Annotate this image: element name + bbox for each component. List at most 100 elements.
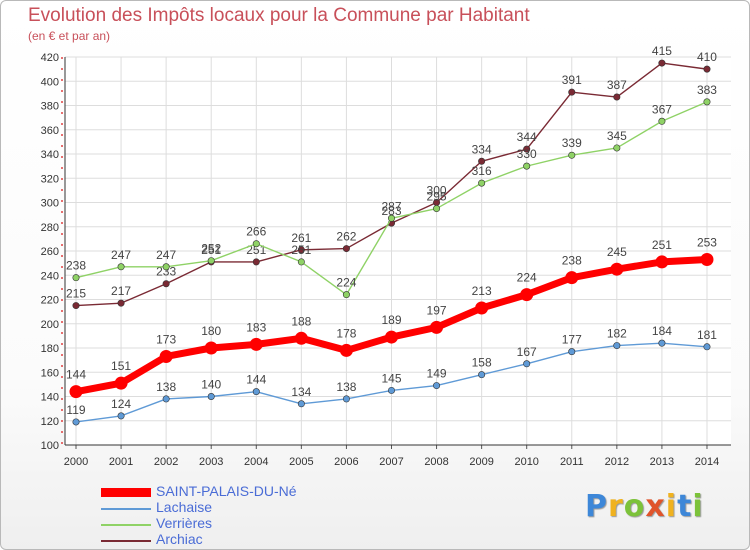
legend-swatch [101, 540, 151, 542]
y-tick-label: 160 [41, 367, 59, 379]
data-label: 334 [472, 142, 492, 156]
data-label: 251 [291, 243, 311, 257]
data-label: 300 [427, 184, 447, 198]
x-tick-label: 2000 [64, 456, 88, 468]
data-label: 245 [607, 245, 627, 259]
data-point [294, 331, 308, 345]
legend-swatch [101, 488, 151, 497]
data-label: 144 [246, 373, 266, 387]
y-tick-label: 260 [41, 246, 59, 258]
data-point [655, 255, 669, 269]
x-tick-label: 2006 [334, 456, 358, 468]
data-point [523, 360, 531, 368]
data-point [658, 339, 666, 347]
data-point [613, 144, 621, 152]
data-label: 367 [652, 102, 672, 116]
data-label: 151 [111, 359, 131, 373]
y-tick-label: 280 [41, 222, 59, 234]
x-tick-label: 2013 [650, 456, 674, 468]
x-tick-label: 2004 [244, 456, 268, 468]
data-point [475, 301, 489, 315]
data-label: 238 [66, 259, 86, 273]
data-point [610, 262, 624, 276]
data-point [72, 302, 80, 310]
y-tick-label: 180 [41, 343, 59, 355]
data-label: 238 [562, 254, 582, 268]
data-point [204, 341, 218, 355]
data-label: 383 [697, 83, 717, 97]
logo-letter: x [645, 489, 666, 524]
data-point [565, 271, 579, 285]
x-tick-label: 2002 [154, 456, 178, 468]
y-tick-label: 300 [41, 198, 59, 210]
data-label: 415 [652, 44, 672, 58]
data-label: 183 [246, 320, 266, 334]
data-label: 189 [381, 313, 401, 327]
data-label: 158 [472, 356, 492, 370]
y-tick-label: 340 [41, 149, 59, 161]
data-point [520, 288, 534, 302]
x-tick-label: 2012 [605, 456, 629, 468]
data-point [252, 388, 260, 396]
y-tick-label: 220 [41, 295, 59, 307]
data-point [478, 371, 486, 379]
data-point [568, 151, 576, 159]
data-point [433, 382, 441, 390]
data-point [162, 263, 170, 271]
data-point [162, 280, 170, 288]
data-point [478, 157, 486, 165]
data-point [700, 252, 714, 266]
legend-swatch [101, 524, 151, 526]
data-point [117, 299, 125, 307]
data-label: 387 [607, 78, 627, 92]
data-point [613, 93, 621, 101]
data-label: 180 [201, 324, 221, 338]
data-label: 140 [201, 378, 221, 392]
data-label: 224 [517, 271, 537, 285]
data-point [72, 418, 80, 426]
data-label: 339 [562, 136, 582, 150]
data-point [342, 245, 350, 253]
y-tick-label: 360 [41, 125, 59, 137]
data-point [478, 179, 486, 187]
data-label: 177 [562, 333, 582, 347]
data-point [613, 342, 621, 350]
data-point [387, 386, 395, 394]
data-label: 344 [517, 130, 537, 144]
data-point [72, 274, 80, 282]
data-point [703, 343, 711, 351]
x-tick-label: 2008 [424, 456, 448, 468]
y-tick-label: 400 [41, 76, 59, 88]
data-label: 181 [697, 328, 717, 342]
logo-letter: r [608, 489, 624, 524]
data-label: 330 [517, 147, 537, 161]
y-tick-label: 240 [41, 270, 59, 282]
data-label: 182 [607, 327, 627, 341]
x-tick-label: 2003 [199, 456, 223, 468]
data-point [117, 412, 125, 420]
logo-letter: t [677, 489, 693, 524]
data-point [339, 343, 353, 357]
data-label: 391 [562, 73, 582, 87]
proxiti-logo: Proxiti [585, 489, 704, 524]
data-point [207, 392, 215, 400]
data-label: 224 [336, 276, 356, 290]
logo-letter: i [665, 489, 678, 524]
legend-label: Lachaise [156, 499, 213, 515]
logo-letter: i [692, 489, 704, 524]
x-tick-label: 2005 [289, 456, 313, 468]
data-label: 213 [472, 284, 492, 298]
data-point [523, 145, 531, 153]
data-label: 295 [427, 190, 447, 204]
data-point [249, 337, 263, 351]
data-label: 233 [156, 265, 176, 279]
y-tick-label: 200 [41, 319, 59, 331]
data-label: 247 [111, 248, 131, 262]
data-point [252, 258, 260, 266]
data-point [342, 291, 350, 299]
data-point [342, 395, 350, 403]
data-label: 251 [652, 238, 672, 252]
data-point [114, 376, 128, 390]
